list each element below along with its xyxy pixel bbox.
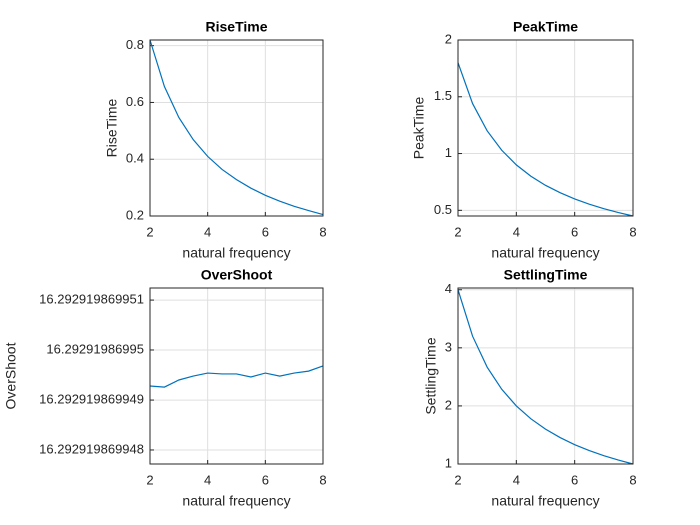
x-tick-label: 2	[454, 224, 461, 239]
y-tick-label: 2	[445, 31, 452, 46]
y-tick-label: 3	[445, 339, 452, 354]
y-axis-label: RiseTime	[104, 98, 120, 157]
x-axis-label: natural frequency	[491, 493, 599, 509]
plot-area	[150, 288, 323, 464]
chart-title: RiseTime	[206, 19, 268, 35]
x-tick-label: 6	[262, 224, 269, 239]
x-tick-label: 2	[454, 472, 461, 487]
y-tick-label: 4	[445, 281, 452, 296]
axes-box	[457, 287, 634, 465]
y-tick-label: 2	[445, 397, 452, 412]
chart-title: OverShoot	[201, 267, 273, 283]
chart-title: PeakTime	[513, 19, 578, 35]
x-tick-label: 2	[146, 224, 153, 239]
x-axis-label: natural frequency	[182, 493, 290, 509]
y-tick-label: 1.5	[434, 88, 452, 103]
x-tick-label: 8	[629, 224, 636, 239]
x-tick-label: 4	[513, 224, 520, 239]
y-tick-label: 0.2	[126, 207, 144, 222]
x-tick-label: 6	[571, 472, 578, 487]
y-tick-label: 1	[445, 145, 452, 160]
axes-box	[149, 39, 324, 217]
data-line	[457, 62, 634, 217]
y-tick-label: 0.8	[126, 37, 144, 52]
x-tick-label: 2	[146, 472, 153, 487]
y-tick-label: 16.292919869951	[39, 292, 144, 307]
y-axis-label: PeakTime	[411, 97, 427, 160]
data-line	[149, 365, 324, 388]
x-tick-label: 4	[513, 472, 520, 487]
y-axis-label: SettlingTime	[423, 337, 439, 415]
x-axis-label: natural frequency	[491, 245, 599, 261]
x-tick-label: 4	[204, 224, 211, 239]
data-line	[149, 39, 324, 216]
chart-title: SettlingTime	[504, 267, 588, 283]
y-tick-label: 0.5	[434, 202, 452, 217]
x-tick-label: 8	[319, 224, 326, 239]
x-tick-label: 6	[262, 472, 269, 487]
axes-box	[149, 287, 324, 465]
y-tick-label: 16.29291986995	[46, 341, 144, 356]
x-tick-label: 4	[204, 472, 211, 487]
x-tick-label: 8	[629, 472, 636, 487]
y-axis-label: OverShoot	[3, 342, 19, 409]
x-tick-label: 6	[571, 224, 578, 239]
y-tick-label: 16.292919869948	[39, 441, 144, 456]
plot-area	[458, 288, 633, 464]
x-tick-label: 8	[319, 472, 326, 487]
plot-area	[458, 40, 633, 216]
y-tick-label: 0.6	[126, 94, 144, 109]
y-tick-label: 16.292919869949	[39, 392, 144, 407]
y-tick-label: 0.4	[126, 151, 144, 166]
x-axis-label: natural frequency	[182, 245, 290, 261]
y-tick-label: 1	[445, 455, 452, 470]
data-line	[457, 289, 634, 465]
axes-box	[457, 39, 634, 217]
plot-area	[150, 40, 323, 216]
